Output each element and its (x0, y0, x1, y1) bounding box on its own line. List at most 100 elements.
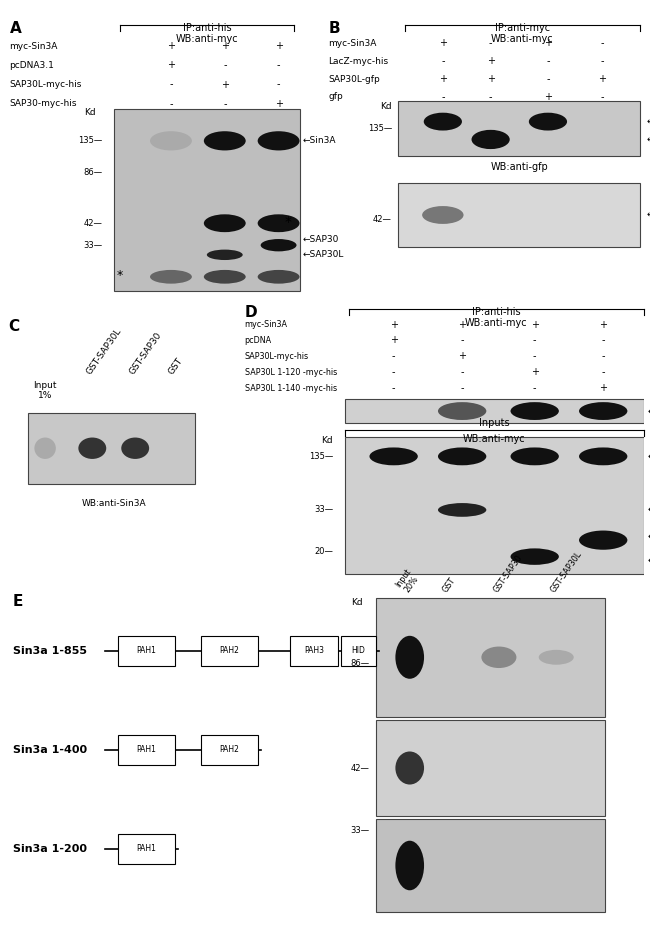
Ellipse shape (395, 636, 424, 679)
Text: GST-SAP30L: GST-SAP30L (549, 550, 584, 595)
Text: myc-Sin3A: myc-Sin3A (10, 42, 58, 50)
Ellipse shape (79, 438, 106, 459)
Text: SAP30L 1-140 -myc-his: SAP30L 1-140 -myc-his (244, 384, 337, 393)
Text: Input
20%: Input 20% (394, 567, 421, 595)
Text: -: - (460, 368, 464, 377)
Text: WB:anti-Sin3A: WB:anti-Sin3A (81, 499, 146, 507)
Text: 86—: 86— (350, 659, 370, 668)
Text: -: - (223, 61, 226, 71)
Text: -: - (601, 92, 604, 101)
Text: PAH1: PAH1 (136, 844, 157, 854)
Text: +: + (544, 92, 552, 101)
Text: Input
1%: Input 1% (33, 381, 57, 400)
Ellipse shape (257, 214, 300, 232)
Text: ←SAP30L: ←SAP30L (302, 250, 344, 260)
Text: IP:anti-his: IP:anti-his (183, 22, 231, 33)
Text: ←Sin3A: ←Sin3A (302, 136, 336, 145)
Ellipse shape (395, 841, 424, 890)
Text: SAP30-myc-his: SAP30-myc-his (10, 100, 77, 108)
Text: GST: GST (441, 576, 457, 595)
Text: IP:anti-his: IP:anti-his (472, 306, 521, 317)
Bar (201, 735, 258, 764)
Text: 20—: 20— (315, 546, 333, 556)
Text: PAH3: PAH3 (304, 646, 324, 655)
Ellipse shape (122, 438, 149, 459)
Bar (118, 834, 176, 864)
Ellipse shape (438, 503, 486, 517)
Bar (345, 398, 644, 424)
Text: ←SAP30L: ←SAP30L (647, 506, 650, 515)
Ellipse shape (34, 438, 56, 459)
Text: -: - (601, 351, 605, 361)
Bar (118, 735, 176, 764)
Text: SAP30L-gfp: SAP30L-gfp (328, 74, 380, 84)
Text: -: - (533, 351, 536, 361)
Ellipse shape (438, 402, 486, 420)
Text: -: - (601, 56, 604, 66)
Ellipse shape (369, 448, 418, 466)
Ellipse shape (150, 131, 192, 151)
Text: +: + (167, 61, 175, 71)
Ellipse shape (261, 239, 296, 251)
Text: IP:anti-myc: IP:anti-myc (495, 22, 550, 33)
Text: PAH2: PAH2 (220, 746, 239, 754)
Bar (28, 413, 195, 483)
Ellipse shape (510, 448, 559, 466)
Text: -: - (601, 38, 604, 48)
Bar (114, 109, 300, 290)
Text: +: + (599, 384, 607, 393)
Text: LacZ-myc-his: LacZ-myc-his (328, 57, 388, 66)
Ellipse shape (529, 113, 567, 130)
Ellipse shape (438, 448, 486, 466)
Text: 33—: 33— (314, 506, 333, 515)
Text: +: + (439, 74, 447, 84)
Ellipse shape (150, 270, 192, 284)
Bar (376, 598, 605, 717)
Text: A: A (10, 21, 21, 36)
Text: -: - (441, 56, 445, 66)
Ellipse shape (482, 646, 516, 668)
Text: -: - (601, 335, 605, 345)
Text: PAH1: PAH1 (136, 746, 157, 754)
Text: Sin3a 1-200: Sin3a 1-200 (13, 844, 87, 854)
Text: ←SAP30: ←SAP30 (302, 236, 339, 244)
Text: -: - (460, 335, 464, 345)
Text: 33—: 33— (350, 827, 370, 835)
Ellipse shape (204, 214, 246, 232)
Text: Kd: Kd (380, 102, 392, 112)
Text: +: + (458, 319, 466, 330)
Text: +: + (439, 38, 447, 48)
Text: ←SAP30L 1-140: ←SAP30L 1-140 (647, 532, 650, 541)
Text: +: + (274, 41, 283, 51)
Text: E: E (13, 595, 23, 610)
Text: +: + (389, 319, 398, 330)
Bar (341, 636, 376, 666)
Text: HID: HID (352, 646, 365, 655)
Text: GST-SAP30: GST-SAP30 (491, 554, 524, 595)
Text: -: - (392, 351, 395, 361)
Text: ←SAP30L 1-120: ←SAP30L 1-120 (647, 556, 650, 565)
Ellipse shape (257, 270, 300, 284)
Text: Sin3a 1-855: Sin3a 1-855 (13, 646, 87, 655)
Bar (398, 183, 640, 247)
Text: GST-SAP30: GST-SAP30 (128, 331, 164, 376)
Text: gfp: gfp (328, 92, 343, 101)
Text: GST: GST (166, 357, 184, 376)
Text: -: - (546, 56, 550, 66)
Text: Kd: Kd (352, 598, 363, 607)
Bar (398, 101, 640, 155)
Bar (376, 819, 605, 911)
Text: WB:anti-myc: WB:anti-myc (463, 435, 526, 444)
Text: -: - (277, 61, 280, 71)
Ellipse shape (510, 402, 559, 420)
Text: +: + (530, 368, 539, 377)
Text: pcDNA3.1: pcDNA3.1 (10, 61, 55, 70)
Text: WB:anti-myc: WB:anti-myc (465, 317, 528, 328)
Ellipse shape (395, 751, 424, 785)
Text: +: + (221, 41, 229, 51)
Text: SAP30L-myc-his: SAP30L-myc-his (10, 80, 82, 89)
Ellipse shape (257, 131, 300, 151)
Text: +: + (544, 38, 552, 48)
Text: +: + (389, 335, 398, 345)
Text: B: B (328, 21, 340, 36)
